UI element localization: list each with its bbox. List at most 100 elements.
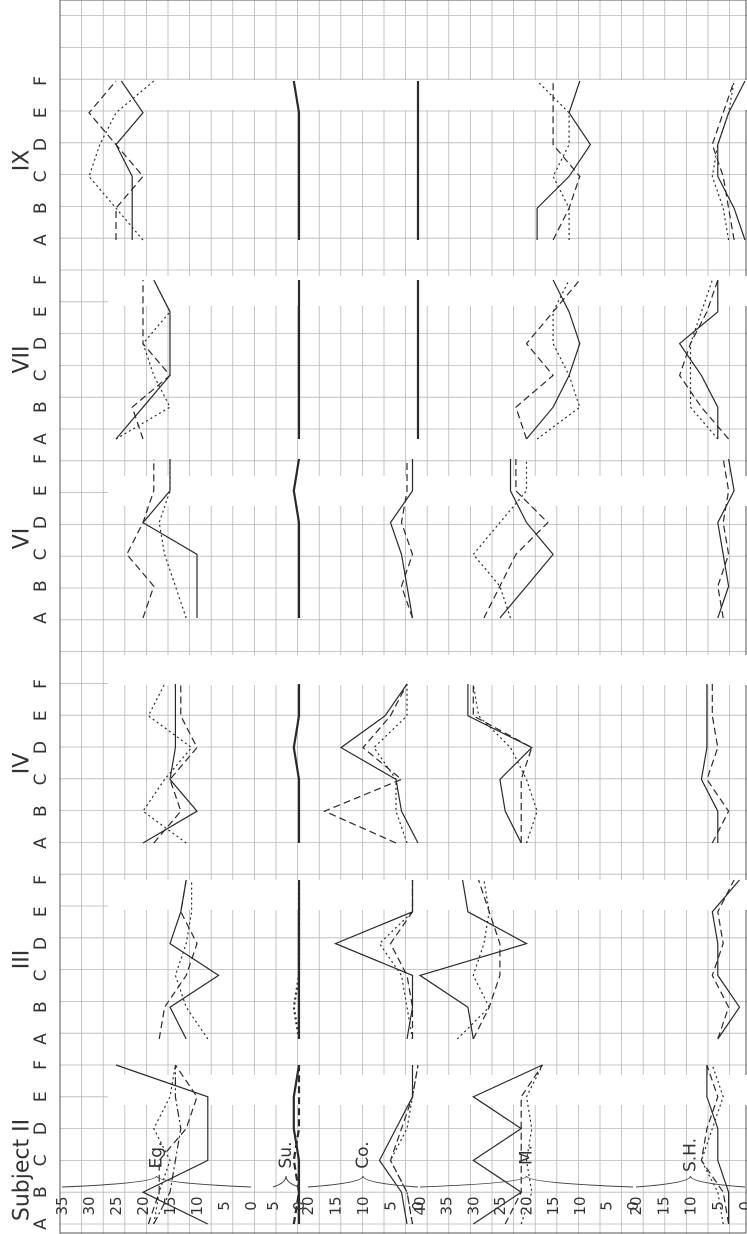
condition-label: E [31, 306, 51, 317]
series-line-II-sh-solid [706, 1065, 730, 1224]
condition-label: A [31, 1218, 51, 1230]
series-line-III-co-dotted [378, 880, 414, 1040]
condition-label: F [31, 275, 51, 285]
measure-brace [307, 1175, 419, 1188]
condition-label: D [31, 138, 51, 151]
series-line-IV-co-dashed [322, 683, 408, 844]
measure-name: M. [517, 1145, 537, 1165]
series-line-III-sh-solid [711, 879, 741, 1040]
condition-label: D [31, 337, 51, 350]
condition-label: E [31, 906, 51, 917]
series-line-IV-m-dashed [472, 684, 533, 843]
condition-label: D [31, 937, 51, 950]
condition-label: C [31, 969, 51, 981]
condition-label: C [31, 170, 51, 182]
tick-label: 10 [188, 1196, 206, 1215]
condition-label: B [31, 805, 51, 817]
subject-gap [108, 80, 747, 110]
measure-name: Co. [353, 1141, 373, 1168]
series-line-IX-eg-solid [115, 80, 144, 240]
condition-label: C [31, 773, 51, 785]
condition-label: F [31, 679, 51, 689]
condition-label: B [31, 401, 51, 413]
series-line-III-su-dotted [292, 880, 301, 1040]
series-line-VII-m-dashed [515, 279, 581, 440]
tick-label: 35 [438, 1196, 456, 1215]
series-line-IV-su-solid [292, 684, 301, 843]
tick-label: 25 [491, 1196, 509, 1215]
tick-label: 10 [682, 1196, 700, 1215]
condition-label: D [31, 1122, 51, 1135]
series-line-II-eg-solid [115, 1064, 209, 1225]
tick-label: 35 [53, 1196, 71, 1215]
condition-label: B [31, 580, 51, 592]
tick-label: 40 [411, 1196, 429, 1215]
measure-brace [61, 1175, 252, 1188]
tick-label: 20 [627, 1196, 645, 1215]
series-line-IX-sh-dotted [711, 80, 735, 241]
series-line-VI-co-dashed [400, 459, 414, 619]
tick-label: 5 [215, 1201, 233, 1211]
condition-label: E [31, 1091, 51, 1102]
tick-label: 20 [134, 1196, 152, 1215]
series-line-II-eg-dashdot [153, 1065, 182, 1225]
series-line-III-eg-dashed [158, 879, 198, 1040]
series-line-VI-eg-dashed [126, 459, 155, 619]
condition-label: C [31, 369, 51, 381]
tick-label: 15 [544, 1196, 562, 1215]
series-line-VI-sh-solid [717, 458, 735, 619]
subject-gap [108, 1075, 747, 1105]
series-line-VII-eg-solid [115, 279, 171, 440]
measure-brace [272, 1175, 300, 1188]
tick-label: 0 [290, 1201, 308, 1211]
series-line-VII-m-dotted [536, 279, 581, 440]
tick-label: 15 [654, 1196, 672, 1215]
measure-name: Eg. [147, 1142, 167, 1169]
tick-label: 20 [299, 1196, 317, 1215]
series-line-VII-sh-dashed [678, 279, 730, 440]
subject-numeral: Subject II [10, 1119, 35, 1221]
tick-label: 5 [382, 1201, 400, 1211]
tick-label: 15 [327, 1196, 345, 1215]
tick-label: 30 [80, 1196, 98, 1215]
subject-numeral: IX [10, 150, 35, 172]
series-line-II-co-dotted [389, 1064, 419, 1225]
condition-label: A [31, 1033, 51, 1045]
series-line-IX-m-dotted [536, 80, 570, 240]
series-line-VI-co-solid [389, 459, 414, 619]
condition-label: F [31, 76, 51, 86]
series-line-IV-eg-dashed [153, 684, 198, 844]
series-line-IV-sh-solid [700, 684, 719, 843]
subject-gap [108, 655, 747, 685]
series-line-IX-su-solid [292, 80, 301, 240]
series-line-IV-co-dotted [373, 684, 408, 844]
series-line-II-m-dashed [504, 1064, 543, 1225]
tick-label: 10 [354, 1196, 372, 1215]
series-line-IX-m-solid [536, 80, 592, 240]
condition-label: F [31, 1060, 51, 1070]
tick-label: 0 [242, 1201, 260, 1211]
subject-numeral: IV [10, 753, 35, 775]
series-line-VI-eg-solid [142, 459, 198, 618]
series-line-II-eg-dotted [153, 1064, 176, 1225]
series-line-VI-m-solid [499, 459, 554, 619]
measure-brace [419, 1175, 634, 1188]
condition-label: C [31, 548, 51, 560]
condition-label: A [31, 433, 51, 445]
tick-label: 0 [736, 1201, 747, 1211]
measure-name: Su. [276, 1142, 296, 1169]
subject-gap [108, 880, 747, 910]
series-line-IV-m-solid [467, 684, 533, 844]
condition-label: B [31, 202, 51, 214]
series-line-VII-sh-solid [678, 280, 719, 439]
subject-numeral: VI [10, 528, 35, 550]
plot-frame [59, 0, 747, 1234]
series-line-II-su-dashed [292, 1065, 301, 1225]
tick-label: 20 [518, 1196, 536, 1215]
tick-label: 0 [409, 1201, 427, 1211]
tick-label: 25 [107, 1196, 125, 1215]
series-line-III-sh-dashed [711, 879, 735, 1040]
series-line-VII-m-solid [526, 279, 581, 440]
